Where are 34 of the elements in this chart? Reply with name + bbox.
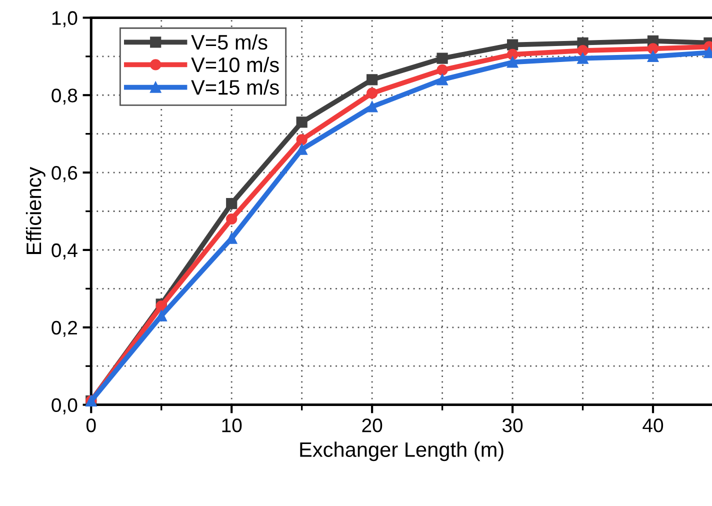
point [577, 45, 588, 56]
point [506, 56, 518, 68]
point [226, 213, 238, 225]
y-tick-label: 0,8 [52, 88, 78, 105]
point [366, 74, 378, 86]
point [506, 48, 518, 60]
y-tick-label: 0,0 [52, 398, 78, 414]
point [296, 144, 308, 155]
point [436, 64, 448, 76]
point [577, 52, 588, 64]
point [647, 43, 659, 54]
x-tick-label: 20 [362, 418, 382, 432]
x-tick-label: 0 [86, 418, 96, 432]
y-tick-label: 1,0 [52, 11, 78, 28]
x-tick-label: 40 [642, 418, 664, 432]
y-tick-label: 0,4 [52, 243, 78, 260]
x-tick-label: 10 [222, 418, 242, 432]
y-tick-label: 0,2 [52, 320, 77, 337]
legend-label: V=15 m/s [191, 79, 279, 95]
y-tick-label: 0,6 [52, 166, 78, 182]
point [436, 74, 448, 86]
legend-label: V=5 m/s [191, 34, 268, 50]
point [366, 101, 378, 112]
point [506, 39, 518, 50]
point [436, 52, 448, 64]
y-axis-title: Efficiency [26, 166, 46, 254]
legend-label: V=10 m/s [191, 56, 279, 72]
point [296, 134, 308, 146]
point [226, 198, 238, 210]
x-axis-title: Exchanger Length (m) [300, 442, 504, 462]
point [296, 116, 308, 128]
point [647, 50, 659, 62]
x-tick-label: 30 [502, 418, 523, 432]
point [366, 88, 378, 99]
